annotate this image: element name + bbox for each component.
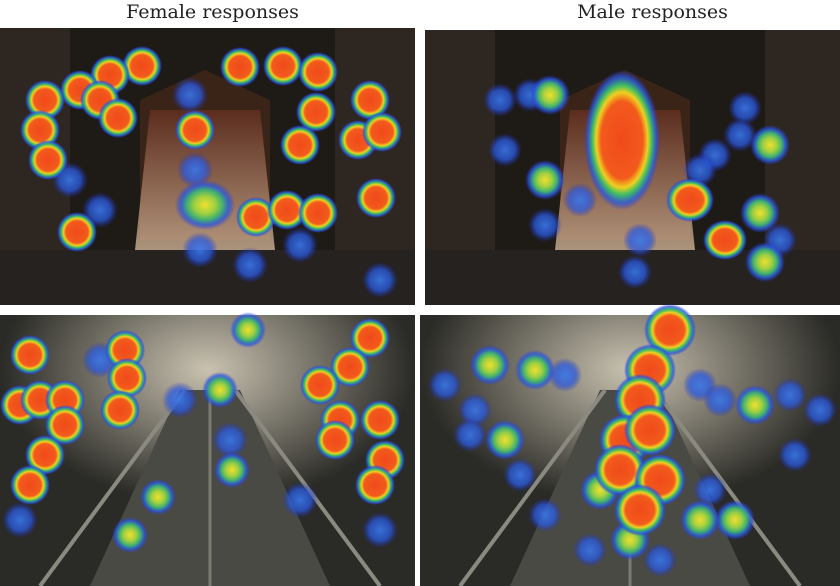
fixation-spot xyxy=(10,335,50,375)
fixation-spot xyxy=(703,383,737,417)
fixation-spot xyxy=(214,452,250,488)
fixation-spot xyxy=(773,378,807,412)
fixation-spot xyxy=(350,318,390,358)
fixation-spot xyxy=(330,347,370,387)
fixation-spot xyxy=(98,98,138,138)
fixation-spot xyxy=(715,500,755,540)
female-bridge-panel xyxy=(0,28,415,305)
fixation-spot xyxy=(680,500,720,540)
fixation-spot xyxy=(528,208,562,242)
fixation-spot xyxy=(280,125,320,165)
fixation-spot xyxy=(362,112,402,152)
fixation-spot xyxy=(618,255,652,289)
fixation-spot xyxy=(644,304,696,356)
fixation-spot xyxy=(182,232,218,268)
male-responses-title: Male responses xyxy=(577,1,728,23)
fixation-spot xyxy=(202,372,238,408)
fixation-spot xyxy=(263,46,303,86)
female-stairs-panel xyxy=(0,312,415,586)
fixation-spot xyxy=(584,70,660,210)
fixation-spot xyxy=(107,358,147,398)
fixation-spot xyxy=(528,498,562,532)
fixation-spot xyxy=(362,512,398,548)
fixation-spot xyxy=(525,160,565,200)
fixation-spot xyxy=(803,393,837,427)
fixation-spot xyxy=(28,140,68,180)
male-bridge-fixations xyxy=(483,70,797,289)
fixation-spot xyxy=(2,502,38,538)
fixation-spot xyxy=(10,465,50,505)
fixation-spot xyxy=(122,46,162,86)
fixation-spot xyxy=(356,178,396,218)
fixation-spot xyxy=(548,358,582,392)
fixation-spot xyxy=(296,92,336,132)
fixation-spot xyxy=(45,405,85,445)
divider xyxy=(2,305,838,315)
fixation-spot xyxy=(693,473,727,507)
fixation-spot xyxy=(428,368,462,402)
male-stairs-panel xyxy=(420,304,840,586)
fixation-spot xyxy=(745,242,785,282)
fixation-spot xyxy=(57,212,97,252)
fixation-spot xyxy=(643,543,677,577)
fixation-spot xyxy=(298,193,338,233)
fixation-spot xyxy=(483,83,517,117)
fixation-spot xyxy=(666,178,714,222)
fixation-spot xyxy=(267,190,307,230)
fixation-spot xyxy=(723,118,757,152)
fixation-spot xyxy=(100,390,140,430)
fixation-spot xyxy=(236,197,276,237)
fixation-spot xyxy=(614,484,666,536)
fixation-spot xyxy=(623,223,657,257)
fixation-spot xyxy=(350,80,390,120)
fixation-spot xyxy=(140,479,176,515)
fixation-spot xyxy=(488,133,522,167)
fixation-spot xyxy=(594,444,646,496)
fixation-spot xyxy=(25,435,65,475)
fixation-spot xyxy=(740,193,780,233)
fixation-spot xyxy=(220,47,260,87)
fixation-spot xyxy=(453,418,487,452)
fixation-spot xyxy=(315,420,355,460)
fixation-spot xyxy=(175,110,215,150)
fixation-spot xyxy=(573,533,607,567)
fixation-spot xyxy=(25,80,65,120)
male-bridge-panel xyxy=(425,30,840,305)
fixation-spot xyxy=(360,400,400,440)
female-stairs-fixations xyxy=(0,312,405,553)
fixation-spot xyxy=(503,458,537,492)
fixation-spot xyxy=(563,183,597,217)
fixation-spot xyxy=(778,438,812,472)
fixation-spot xyxy=(232,247,268,283)
fixation-spot xyxy=(162,382,198,418)
fixation-spot xyxy=(515,350,555,390)
fixation-spot xyxy=(735,385,775,425)
fixation-spot xyxy=(624,404,676,456)
fixation-spot xyxy=(177,152,213,188)
fixation-spot xyxy=(728,91,762,125)
fixation-spot xyxy=(230,312,266,348)
fixation-spot xyxy=(703,220,747,260)
fixation-spot xyxy=(175,180,235,230)
fixation-spot xyxy=(530,75,570,115)
fixation-spot xyxy=(282,482,318,518)
fixation-spot xyxy=(362,262,398,298)
fixation-spot xyxy=(20,110,60,150)
fixation-spot xyxy=(300,365,340,405)
female-responses-title: Female responses xyxy=(126,1,299,23)
male-stairs-fixations xyxy=(428,304,837,577)
fixation-spot xyxy=(172,77,208,113)
fixation-spot xyxy=(470,345,510,385)
female-bridge-fixations xyxy=(20,46,402,298)
fixation-spot xyxy=(485,420,525,460)
fixation-spot xyxy=(750,125,790,165)
fixation-spot xyxy=(282,227,318,263)
fixation-spot xyxy=(212,422,248,458)
fixation-spot xyxy=(112,517,148,553)
fixation-spot xyxy=(355,465,395,505)
fixation-spot xyxy=(298,52,338,92)
